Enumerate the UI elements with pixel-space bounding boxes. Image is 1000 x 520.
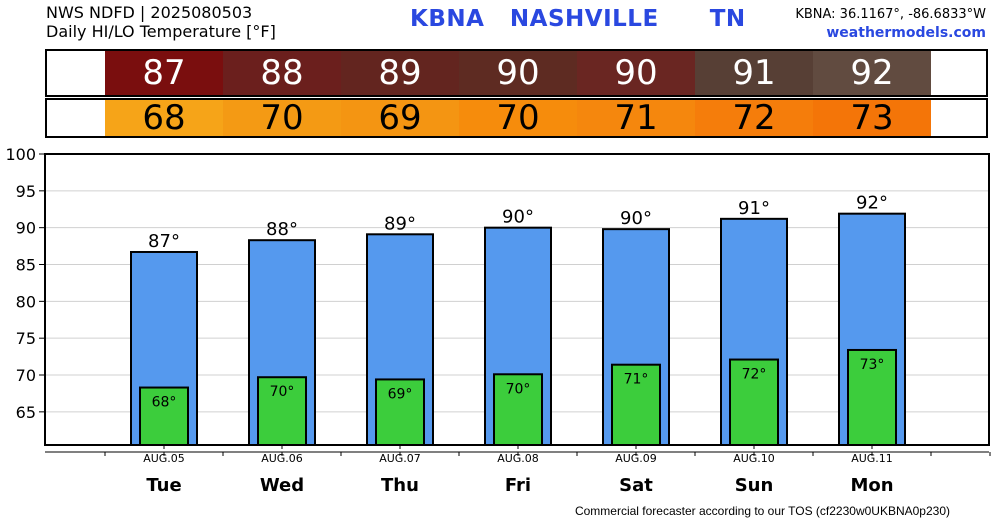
day-label-2: Thu: [381, 475, 419, 496]
header-right: KBNA: 36.1167°, -86.6833°W weathermodels…: [795, 5, 986, 43]
y-tick-label-80: 80: [16, 292, 36, 311]
high-temp-cell-1: 88: [223, 51, 341, 95]
date-label-3: AUG.08: [497, 452, 539, 465]
day-label-1: Wed: [260, 475, 304, 496]
plot-frame: [44, 153, 990, 446]
header-title: NWS NDFD | 2025080503 Daily HI/LO Temper…: [46, 3, 276, 41]
station-coords: KBNA: 36.1167°, -86.6833°W: [795, 7, 986, 22]
low-bar-label-4: 71°: [624, 372, 649, 388]
low-temp-cell-0: 68: [105, 98, 223, 138]
high-temp-cell-5: 91: [695, 51, 813, 95]
station-title: KBNA NASHVILLE TN: [410, 6, 746, 32]
low-bar-6: [847, 348, 897, 447]
site-link[interactable]: weathermodels.com: [826, 25, 986, 41]
low-bar-1: [257, 376, 307, 446]
low-bar-label-5: 72°: [742, 367, 767, 383]
date-label-0: AUG.05: [143, 452, 185, 465]
y-tick-label-95: 95: [16, 182, 36, 201]
day-label-4: Sat: [619, 475, 653, 496]
day-label-6: Mon: [850, 475, 893, 496]
date-label-4: AUG.09: [615, 452, 657, 465]
low-bar-label-0: 68°: [152, 395, 177, 411]
low-bar-0: [139, 386, 189, 447]
header-line2: Daily HI/LO Temperature [°F]: [46, 22, 276, 41]
high-bar-label-0: 87°: [148, 231, 180, 252]
day-label-3: Fri: [505, 475, 531, 496]
day-label-5: Sun: [735, 475, 774, 496]
high-temp-cell-3: 90: [459, 51, 577, 95]
day-label-0: Tue: [146, 475, 181, 496]
date-label-1: AUG.06: [261, 452, 303, 465]
y-tick-label-65: 65: [16, 403, 36, 422]
low-bar-label-2: 69°: [388, 386, 413, 402]
y-tick-label-85: 85: [16, 256, 36, 275]
low-temp-strip: 68 70 69 70 71 72 73: [45, 98, 988, 138]
y-tick-label-90: 90: [16, 219, 36, 238]
date-label-6: AUG.11: [851, 452, 893, 465]
low-bar-label-6: 73°: [860, 357, 885, 373]
high-bar-label-2: 89°: [384, 213, 416, 234]
date-label-5: AUG.10: [733, 452, 775, 465]
low-temp-cell-4: 71: [577, 98, 695, 138]
high-bar-label-3: 90°: [502, 207, 534, 228]
high-bar-label-5: 91°: [738, 198, 770, 219]
low-temp-cell-5: 72: [695, 98, 813, 138]
date-label-2: AUG.07: [379, 452, 421, 465]
low-temp-cell-1: 70: [223, 98, 341, 138]
low-bar-3: [493, 373, 543, 446]
high-temp-cell-2: 89: [341, 51, 459, 95]
footer-note: Commercial forecaster according to our T…: [574, 504, 950, 518]
low-temp-cell-2: 69: [341, 98, 459, 138]
y-tick-label-70: 70: [16, 366, 36, 385]
high-temp-cell-0: 87: [105, 51, 223, 95]
high-temp-strip: 87 88 89 90 90 91 92: [45, 49, 988, 97]
header-line1: NWS NDFD | 2025080503: [46, 3, 253, 22]
high-bar-label-4: 90°: [620, 208, 652, 229]
high-temp-cell-6: 92: [813, 51, 931, 95]
y-tick-label-75: 75: [16, 329, 36, 348]
high-bar-label-1: 88°: [266, 219, 298, 240]
low-temp-cell-3: 70: [459, 98, 577, 138]
high-temp-cell-4: 90: [577, 51, 695, 95]
high-bar-label-6: 92°: [856, 193, 888, 214]
low-temp-cell-6: 73: [813, 98, 931, 138]
low-bar-label-3: 70°: [506, 381, 531, 397]
low-bar-4: [611, 363, 661, 446]
low-bar-2: [375, 378, 425, 447]
low-bar-label-1: 70°: [270, 384, 295, 400]
y-tick-label-100: 100: [5, 145, 36, 164]
